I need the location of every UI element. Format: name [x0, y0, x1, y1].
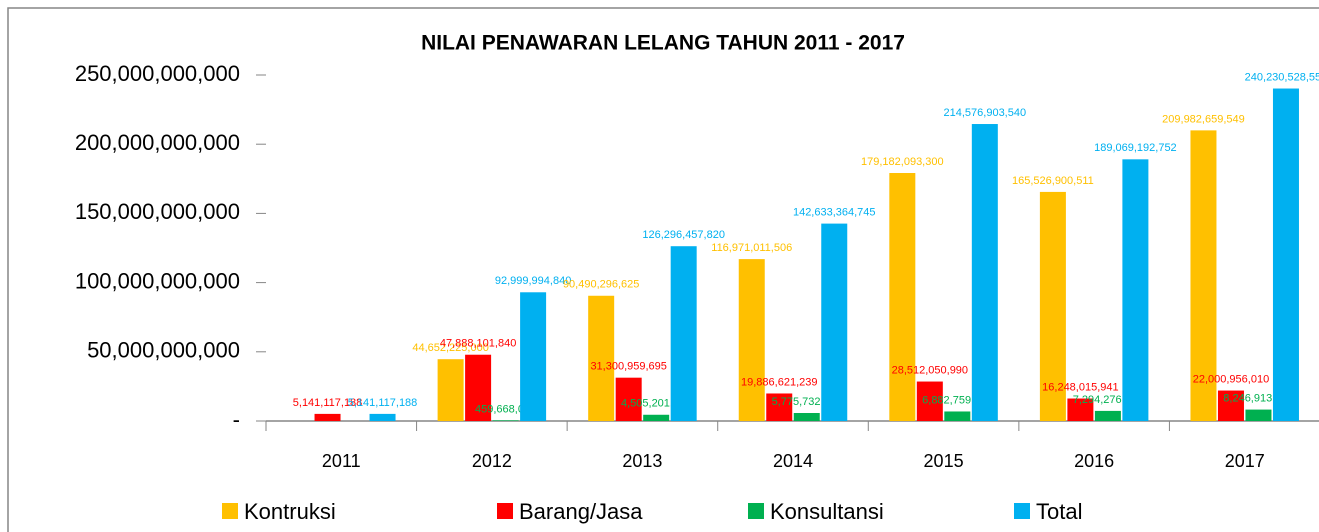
data-label: 214,576,903,540: [944, 107, 1027, 119]
data-label: 142,633,364,745: [793, 207, 876, 219]
bar: [670, 246, 697, 421]
bar: [766, 393, 793, 421]
data-label: 22,000,956,010: [1193, 373, 1269, 385]
bar: [1190, 130, 1217, 421]
bar: [1122, 159, 1149, 421]
data-label: 240,230,528,559: [1245, 71, 1319, 83]
x-tick-label: 2013: [622, 451, 662, 471]
y-tick-label: 150,000,000,000: [75, 199, 240, 224]
data-label: 31,300,959,695: [590, 361, 666, 373]
bar: [916, 381, 943, 421]
y-tick-label: -: [233, 407, 240, 432]
bar: [437, 359, 464, 421]
chart-title: NILAI PENAWARAN LELANG TAHUN 2011 - 2017: [421, 32, 905, 55]
data-label: 5,141,117,188: [293, 397, 363, 409]
legend-swatch: [222, 503, 238, 519]
bar: [314, 413, 341, 421]
bar: [1217, 390, 1244, 421]
bar: [492, 420, 519, 421]
y-tick-label: 100,000,000,000: [75, 268, 240, 293]
data-label: 209,982,659,549: [1162, 113, 1245, 125]
x-tick-label: 2016: [1074, 451, 1114, 471]
bar: [1067, 398, 1094, 421]
data-label: 47,888,101,840: [440, 338, 516, 350]
bar: [1039, 191, 1066, 421]
data-label: 179,182,093,300: [861, 156, 944, 168]
legend-swatch: [497, 503, 513, 519]
data-label: 44,652,225,000: [412, 342, 488, 354]
data-label: 92,999,994,840: [495, 275, 571, 287]
y-tick-label: 250,000,000,000: [75, 61, 240, 86]
data-label: 165,526,900,511: [1012, 175, 1094, 187]
legend-label: Barang/Jasa: [519, 499, 643, 524]
bar: [520, 292, 547, 421]
legend-swatch: [1014, 503, 1030, 519]
legend-swatch: [748, 503, 764, 519]
y-tick-label: 50,000,000,000: [87, 338, 240, 363]
data-label: 28,512,050,990: [892, 364, 968, 376]
data-label: 90,490,296,625: [563, 279, 639, 291]
bar: [889, 173, 916, 421]
x-tick-label: 2014: [773, 451, 813, 471]
bar: [944, 411, 971, 421]
bar: [1245, 409, 1272, 421]
y-tick-label: 200,000,000,000: [75, 130, 240, 155]
data-label: 16,248,015,941: [1042, 381, 1118, 393]
bar: [1094, 410, 1121, 421]
legend-label: Total: [1036, 499, 1082, 524]
bar: [738, 259, 765, 421]
bar: [821, 223, 848, 421]
chart-frame: [7, 7, 1319, 532]
bar: [369, 413, 396, 421]
bar: [793, 413, 820, 421]
x-tick-label: 2012: [472, 451, 512, 471]
data-label: 5,141,117,188: [348, 397, 418, 409]
x-tick-label: 2011: [322, 451, 361, 471]
bar: [588, 295, 615, 421]
x-tick-label: 2017: [1225, 451, 1265, 471]
data-label: 19,886,621,239: [741, 376, 817, 388]
bar: [971, 124, 998, 421]
bar: [1272, 88, 1299, 422]
x-tick-label: 2015: [924, 451, 964, 471]
legend-label: Kontruksi: [244, 499, 336, 524]
bar: [465, 354, 492, 421]
bar: [615, 377, 642, 421]
data-label: 126,296,457,820: [642, 229, 725, 241]
legend-label: Konsultansi: [770, 499, 884, 524]
data-label: 116,971,011,506: [711, 242, 792, 254]
data-label: 189,069,192,752: [1094, 142, 1177, 154]
bar: [643, 414, 670, 421]
